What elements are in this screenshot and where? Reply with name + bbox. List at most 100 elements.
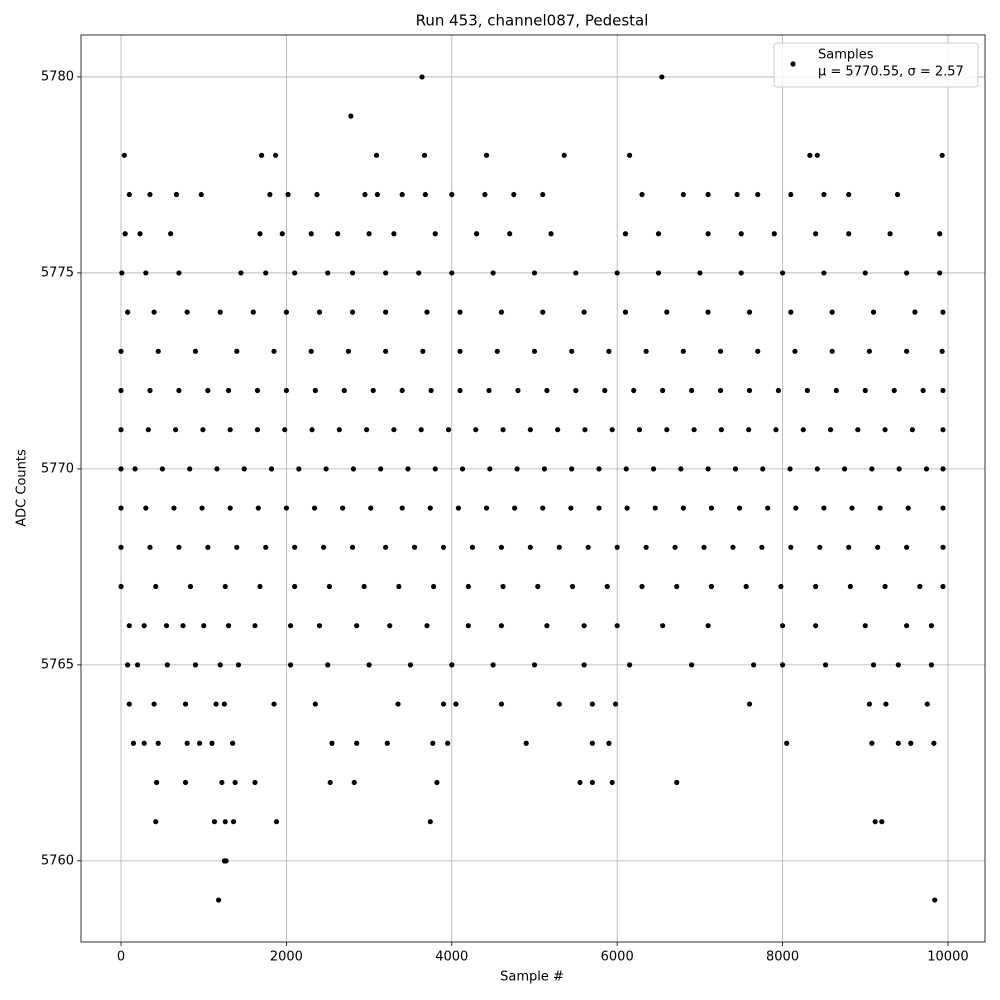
sample-point <box>705 623 711 629</box>
sample-point <box>159 466 165 472</box>
sample-point <box>523 740 529 746</box>
sample-point <box>391 231 397 237</box>
sample-point <box>655 270 662 276</box>
sample-point <box>577 779 583 786</box>
sample-point <box>705 231 711 237</box>
sample-point <box>609 779 615 786</box>
sample-point <box>622 231 629 237</box>
sample-point <box>182 701 189 707</box>
sample-point <box>399 191 405 198</box>
sample-point <box>896 466 902 472</box>
sample-point <box>227 427 233 433</box>
sample-point <box>214 466 220 472</box>
sample-point <box>609 427 615 433</box>
sample-point <box>316 623 323 629</box>
sample-point <box>383 270 389 276</box>
sample-point <box>453 701 459 707</box>
sample-point <box>434 779 440 786</box>
sample-point <box>445 427 452 433</box>
sample-point <box>895 662 901 668</box>
sample-point <box>879 819 885 825</box>
sample-point <box>173 427 179 433</box>
sample-point <box>869 466 875 472</box>
sample-point <box>351 779 357 786</box>
sample-point <box>895 740 901 746</box>
sample-point <box>241 466 247 472</box>
sample-point <box>325 662 331 668</box>
sample-point <box>309 427 315 433</box>
sample-point <box>292 544 298 550</box>
sample-point <box>917 583 923 590</box>
sample-point <box>569 348 575 354</box>
sample-point <box>822 662 829 668</box>
sample-point <box>285 191 291 198</box>
sample-point <box>855 427 861 433</box>
sample-point <box>308 231 314 237</box>
chart-title: Run 453, channel087, Pedestal <box>416 12 649 30</box>
sample-point <box>821 270 827 276</box>
sample-point <box>817 544 823 550</box>
sample-point <box>612 701 619 707</box>
sample-point <box>862 387 868 394</box>
sample-point <box>887 231 893 237</box>
sample-point <box>292 270 298 276</box>
sample-point <box>141 623 147 629</box>
sample-point <box>573 270 579 276</box>
sample-point <box>507 231 513 237</box>
sample-point <box>118 427 124 433</box>
sample-point <box>143 505 149 511</box>
sample-point <box>751 662 757 668</box>
sample-point <box>561 152 567 158</box>
sample-point <box>582 427 588 433</box>
sample-point <box>544 623 550 629</box>
sample-point <box>282 427 288 433</box>
sample-point <box>512 505 518 511</box>
sample-point <box>498 309 505 315</box>
sample-point <box>336 427 342 433</box>
sample-point <box>939 152 945 158</box>
sample-point <box>882 427 888 433</box>
sample-point <box>273 819 280 825</box>
sample-point <box>581 662 587 668</box>
sample-point <box>624 505 630 511</box>
sample-point <box>498 623 505 629</box>
sample-point <box>894 191 901 198</box>
sample-point <box>604 583 610 590</box>
sample-point <box>440 701 447 707</box>
sample-point <box>556 544 562 550</box>
sample-point <box>928 623 935 629</box>
sample-point <box>596 466 602 472</box>
sample-point <box>940 505 946 511</box>
sample-point <box>151 701 157 707</box>
sample-point <box>821 191 827 198</box>
sample-point <box>449 191 455 198</box>
plot-frame <box>80 34 986 943</box>
sample-point <box>457 387 463 394</box>
sample-point <box>421 152 428 158</box>
sample-point <box>870 309 877 315</box>
sample-point <box>119 270 125 276</box>
sample-point <box>465 583 471 590</box>
sample-point <box>254 387 261 394</box>
sample-point <box>312 701 318 707</box>
sample-point <box>354 623 360 629</box>
sample-point <box>912 309 918 315</box>
sample-point <box>827 427 834 433</box>
sample-point <box>316 309 323 315</box>
sample-point <box>199 505 205 511</box>
sample-point <box>928 662 935 668</box>
sample-point <box>732 466 739 472</box>
sample-point <box>134 662 141 668</box>
sample-point <box>482 191 488 198</box>
sample-point <box>743 583 749 590</box>
sample-point <box>940 583 946 590</box>
sample-point <box>200 427 206 433</box>
sample-point <box>469 544 476 550</box>
sample-point <box>141 740 147 746</box>
sample-point <box>705 309 711 315</box>
sample-point <box>746 427 752 433</box>
sample-point <box>407 662 414 668</box>
sample-point <box>153 819 159 825</box>
sample-point <box>813 231 819 237</box>
